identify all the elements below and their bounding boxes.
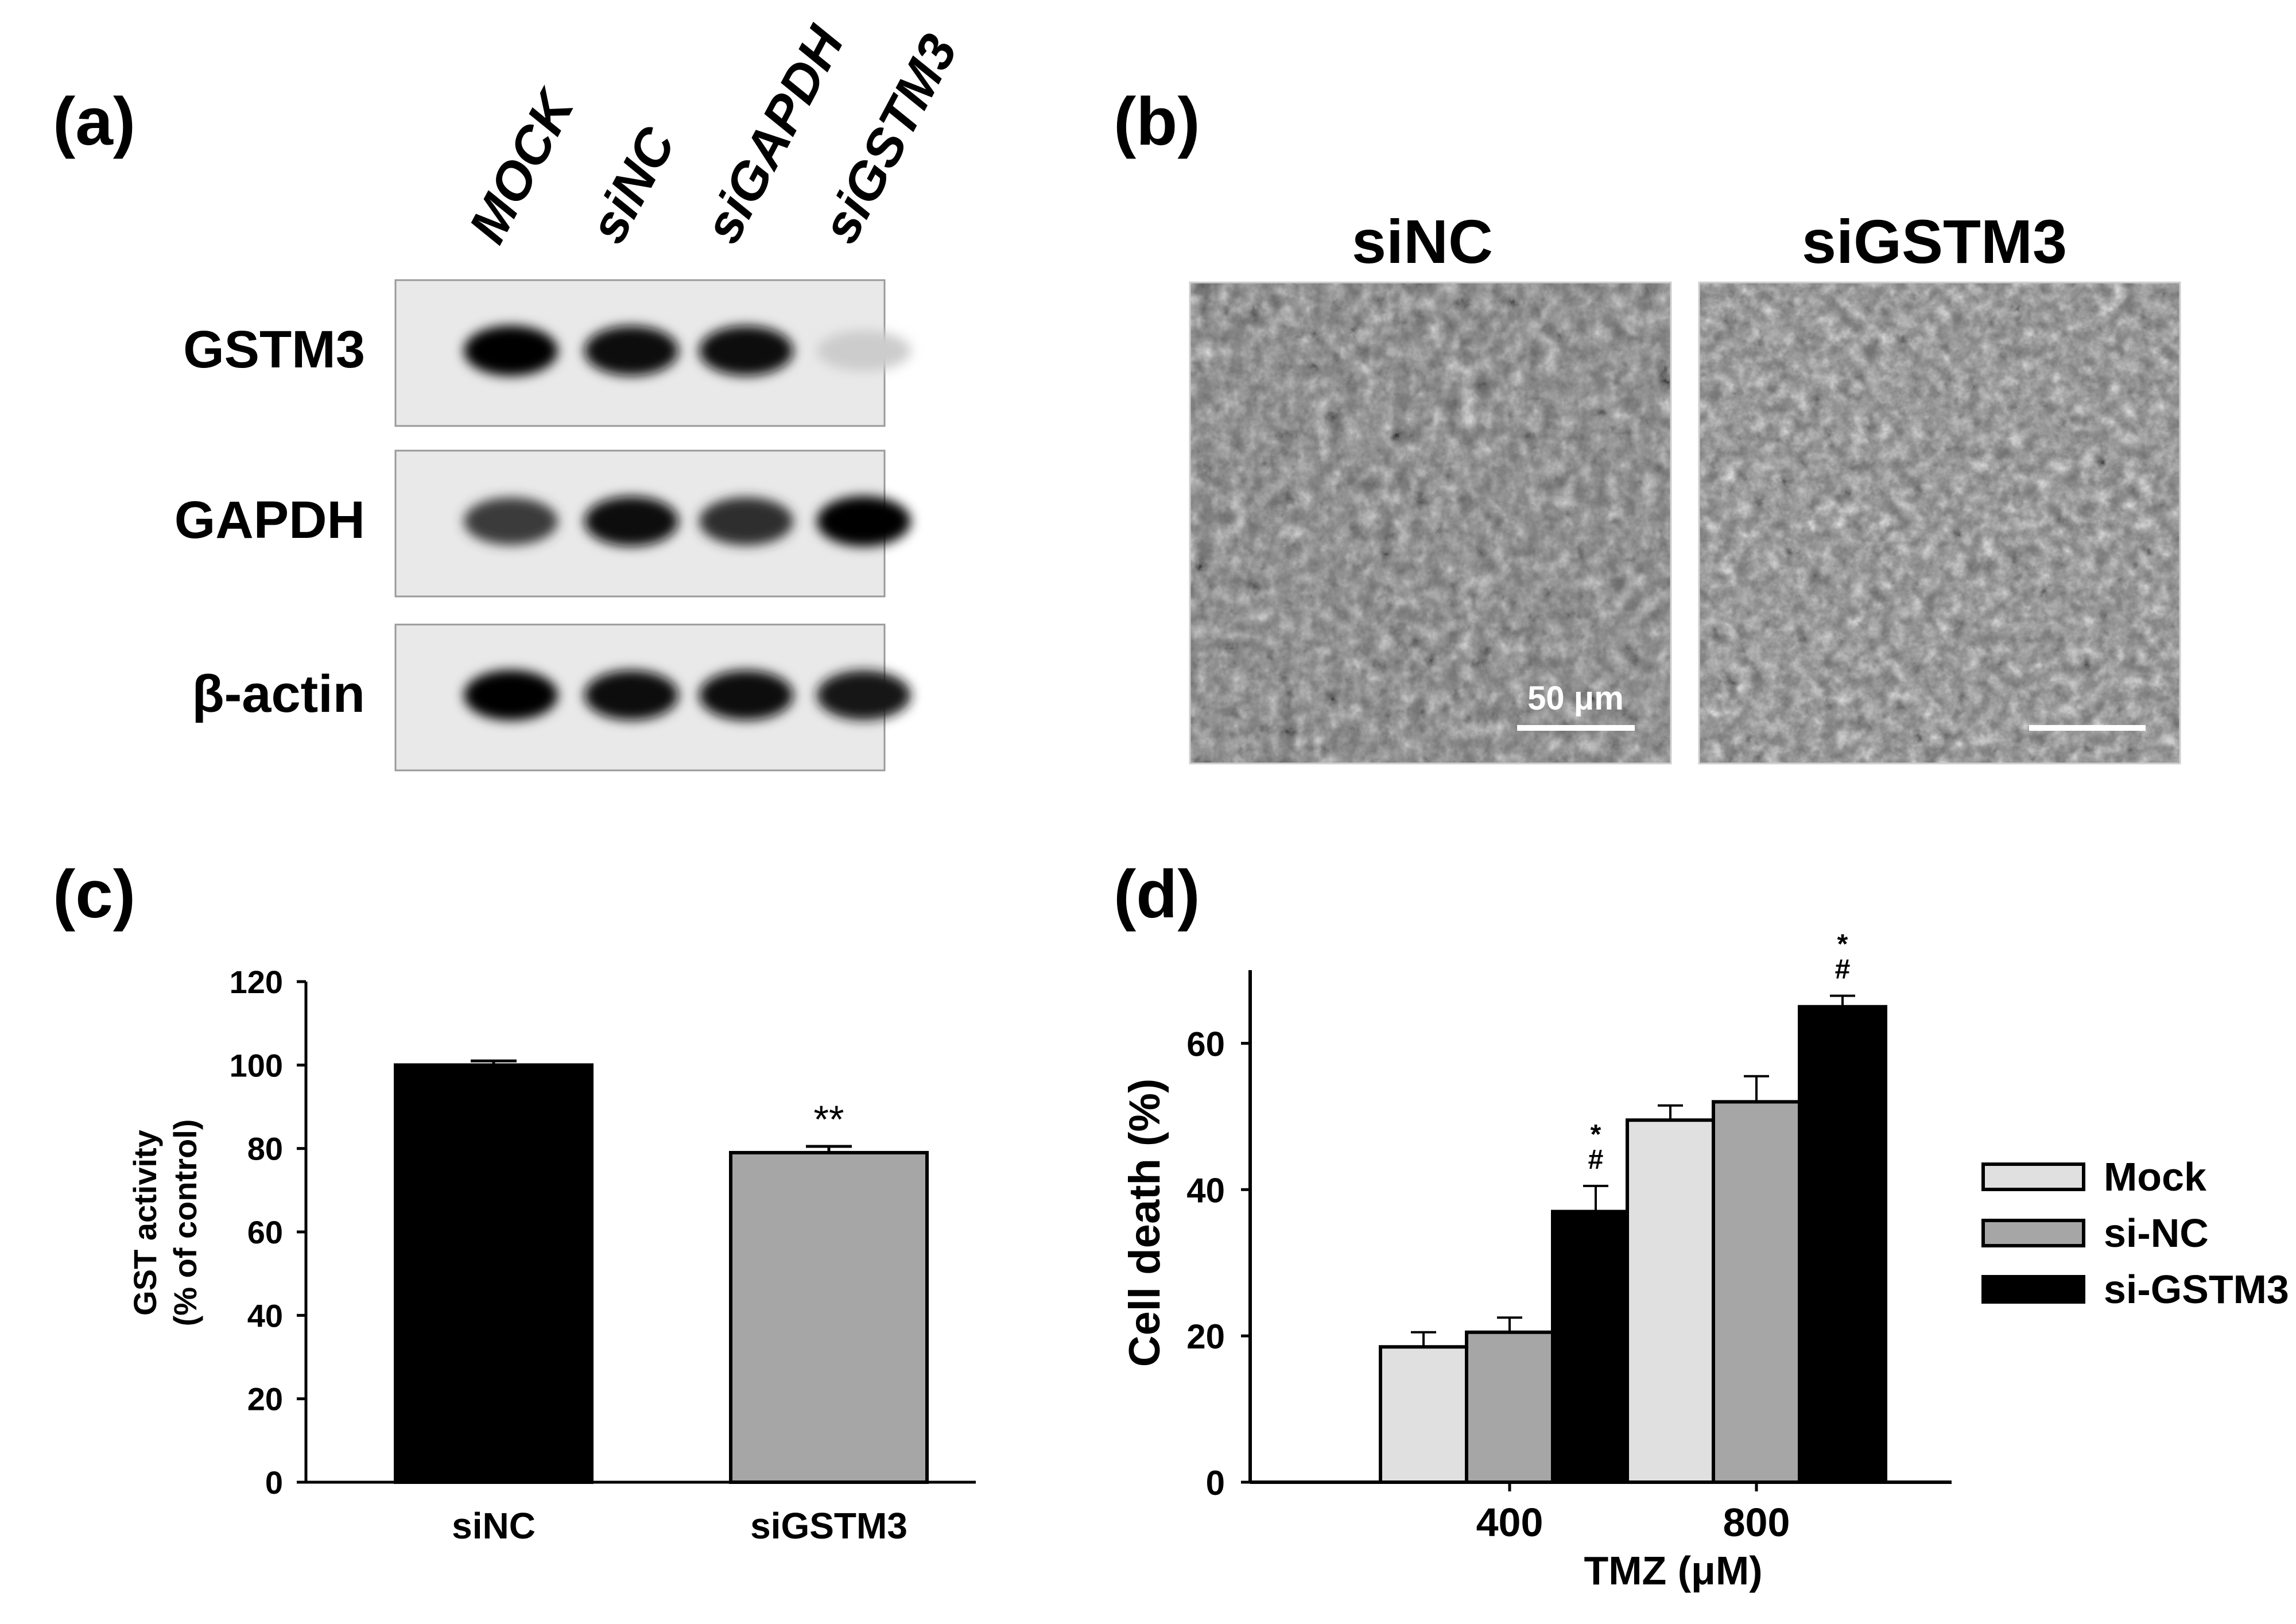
legend-item: si-NC (1981, 1211, 2209, 1255)
chart-d-ylabel: Cell death (%) (1120, 1079, 1169, 1367)
panel-b-letter: (b) (1114, 84, 1200, 160)
blot-row: β-actin (192, 623, 911, 772)
blot-row: GAPDH (174, 449, 911, 598)
blot-row-label: β-actin (192, 665, 365, 723)
legend-label: si-NC (2104, 1211, 2209, 1255)
blot-band (584, 496, 678, 546)
chart-c-ytick-label: 100 (230, 1047, 283, 1083)
lane-label-mock: MOCK (458, 79, 587, 253)
scale-bar-label: 50 μm (1527, 680, 1624, 717)
chart-d-bar (1465, 1330, 1554, 1485)
chart-d-ytick-label: 60 (1186, 1025, 1225, 1063)
chart-d-bar (1712, 1100, 1801, 1485)
blot-band (584, 670, 678, 720)
blot-band (817, 330, 911, 371)
chart-d-bar (1798, 1005, 1887, 1484)
chart-d-significance: * # (1835, 929, 1851, 985)
legend-label: si-GSTM3 (2104, 1267, 2289, 1312)
chart-c: 0 20 40 60 80 100 120 siNC siGSTM3 ** (230, 964, 976, 1547)
chart-c-ylabel-line2: (% of control) (167, 1119, 203, 1327)
chart-d-ytick-label: 20 (1186, 1317, 1225, 1356)
chart-c-ytick-label: 120 (230, 964, 283, 1000)
blot-band (699, 497, 793, 545)
chart-d-significance-line: # (1835, 955, 1851, 985)
chart-d-xtick-label: 800 (1723, 1500, 1790, 1545)
panel-b: (b) siNC siGSTM3 50 μm (1114, 84, 2181, 765)
chart-c-ytick-label: 60 (247, 1214, 283, 1250)
blot-row: GSTM3 (183, 279, 911, 427)
chart-d-bar (1626, 1118, 1715, 1484)
blot-band (817, 670, 911, 720)
legend-item: si-GSTM3 (1981, 1267, 2289, 1312)
chart-d-xtick-label: 400 (1476, 1500, 1543, 1545)
micrograph-left-label: siNC (1352, 207, 1493, 276)
blot-band (464, 497, 558, 545)
chart-d-significance-line: * (1591, 1119, 1601, 1150)
chart-d-ytick-label: 40 (1186, 1171, 1225, 1210)
micrograph-left: 50 μm (1189, 281, 1672, 765)
blot-row-label: GSTM3 (183, 320, 365, 379)
chart-c-ytick-label: 0 (265, 1464, 283, 1501)
blot-band (464, 670, 558, 720)
chart-d-significance-line: * (1837, 929, 1848, 960)
chart-c-bar (394, 1063, 594, 1485)
chart-c-xtick-label: siGSTM3 (750, 1505, 907, 1547)
blot-band (699, 670, 793, 720)
chart-d-ytick-label: 0 (1206, 1464, 1225, 1502)
panel-c-letter: (c) (53, 856, 135, 932)
micrograph-right (1698, 281, 2181, 765)
chart-c-ytick-label: 40 (247, 1297, 283, 1334)
blot-band (584, 325, 678, 376)
chart-c-significance: ** (814, 1098, 844, 1141)
legend-label: Mock (2104, 1154, 2206, 1199)
legend-swatch (1981, 1275, 2085, 1304)
legend-item: Mock (1981, 1154, 2206, 1199)
chart-c-ytick-label: 20 (247, 1381, 283, 1417)
chart-d-legend: Mock si-NC si-GSTM3 (1981, 1154, 2289, 1312)
blot-rows: GSTM3 GAPDH β-actin (174, 279, 911, 772)
chart-d-xlabel: TMZ (μM) (1584, 1548, 1762, 1593)
blot-band (699, 325, 793, 376)
legend-swatch (1981, 1219, 2085, 1247)
micrograph-right-label: siGSTM3 (1802, 207, 2067, 276)
chart-c-ylabel: GST activity (% of control) (127, 1119, 203, 1327)
chart-c-ytick-label: 80 (247, 1131, 283, 1167)
blot-row-label: GAPDH (174, 491, 365, 549)
chart-c-bar (729, 1150, 929, 1484)
lane-label-sinc: siNC (579, 118, 687, 252)
chart-c-xtick-label: siNC (452, 1505, 536, 1547)
chart-d-significance-line: # (1588, 1145, 1604, 1175)
legend-swatch (1981, 1162, 2085, 1191)
chart-d-significance: * # (1588, 1119, 1604, 1175)
chart-c-ylabel-line1: GST activity (127, 1130, 163, 1316)
blot-band (464, 325, 558, 376)
panel-c: (c) GST activity (% of control) 0 20 40 60 8… (53, 856, 976, 1547)
panel-d-letter: (d) (1114, 856, 1200, 932)
panel-a-letter: (a) (53, 84, 135, 160)
chart-d-bar (1379, 1345, 1468, 1484)
blot-band (817, 496, 911, 546)
